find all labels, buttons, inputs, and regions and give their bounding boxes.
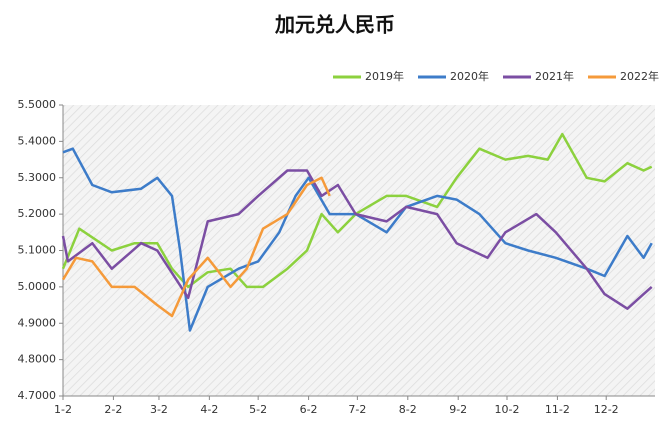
y-tick-label: 5.0000 — [18, 280, 57, 293]
chart-title: 加元兑人民币 — [274, 13, 395, 37]
x-tick-label: 1-2 — [54, 403, 72, 416]
x-tick-label: 9-2 — [449, 403, 467, 416]
x-tick-label: 11-2 — [545, 403, 570, 416]
x-tick-label: 12-2 — [594, 403, 619, 416]
x-tick-label: 2-2 — [104, 403, 122, 416]
series-line — [61, 176, 331, 318]
series-line — [61, 169, 653, 310]
legend-label: 2020年 — [450, 69, 489, 83]
legend-label: 2019年 — [365, 69, 404, 83]
x-tick-label: 3-2 — [150, 403, 168, 416]
x-tick-label: 8-2 — [399, 403, 417, 416]
plot-area — [63, 105, 655, 396]
x-tick-label: 10-2 — [495, 403, 520, 416]
series-line — [61, 132, 653, 289]
x-tick-label: 5-2 — [249, 403, 267, 416]
legend-label: 2021年 — [535, 69, 574, 83]
x-tick-label: 6-2 — [300, 403, 318, 416]
x-tick-label: 4-2 — [200, 403, 218, 416]
y-tick-label: 5.1000 — [18, 244, 57, 257]
series-line — [62, 147, 653, 332]
y-tick-label: 4.7000 — [18, 389, 57, 402]
y-tick-label: 4.8000 — [18, 353, 57, 366]
y-tick-label: 5.2000 — [18, 207, 57, 220]
y-tick-label: 5.5000 — [18, 98, 57, 111]
x-tick-label: 7-2 — [348, 403, 366, 416]
y-tick-label: 5.4000 — [18, 134, 57, 147]
legend-label: 2022年 — [620, 69, 659, 83]
y-tick-label: 5.3000 — [18, 171, 57, 184]
y-tick-label: 4.9000 — [18, 316, 57, 329]
